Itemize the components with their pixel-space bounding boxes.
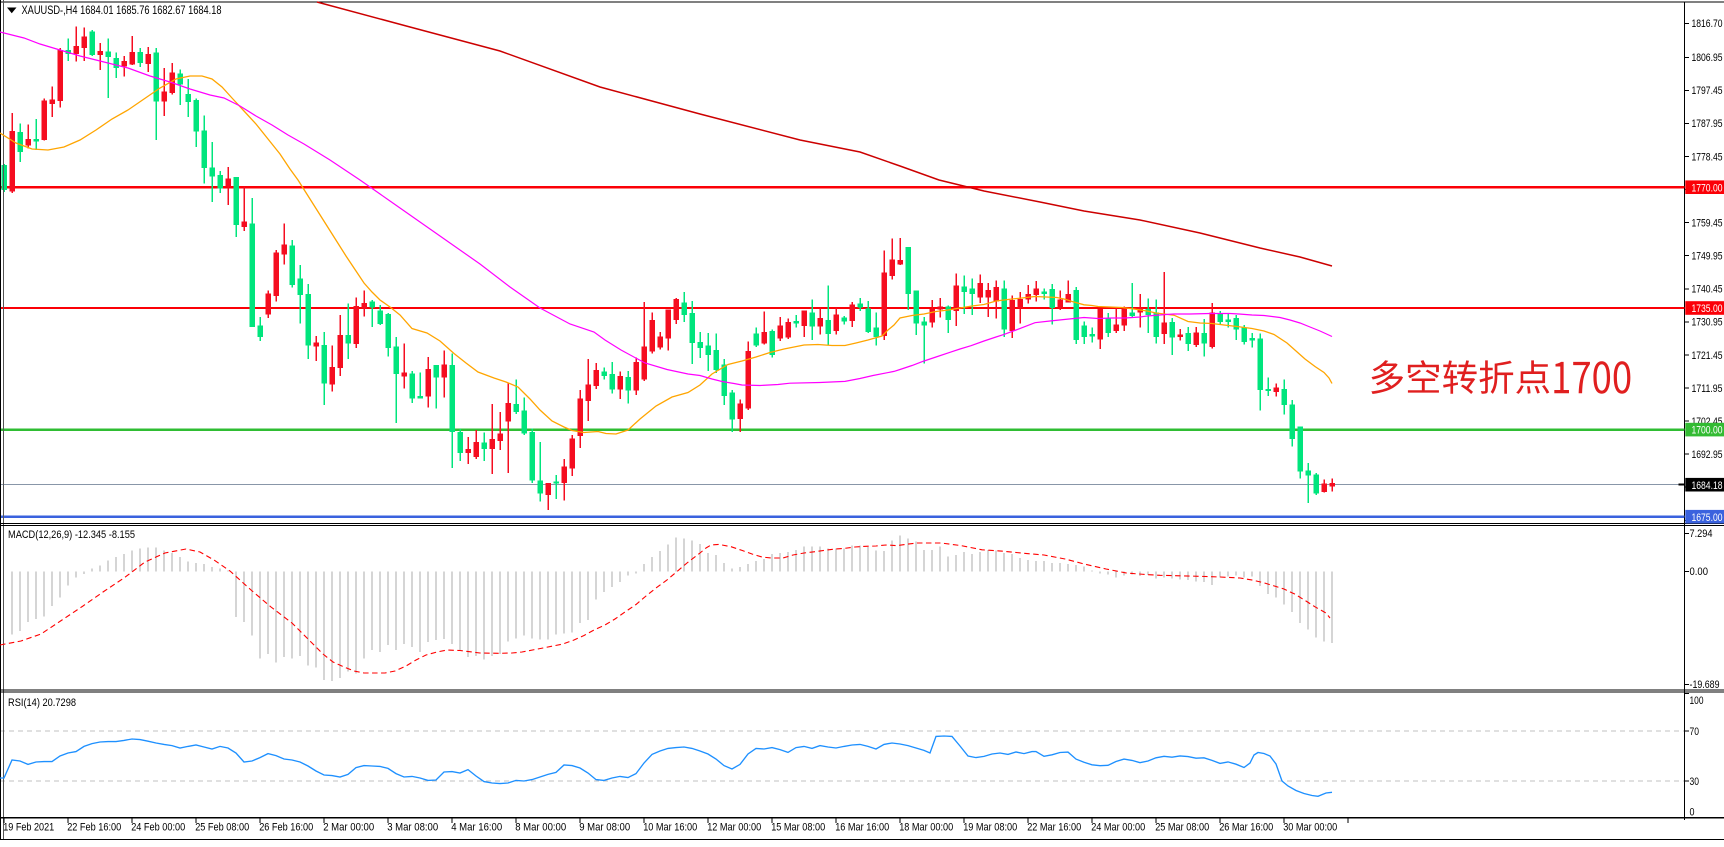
svg-text:1749.95: 1749.95 [1692,251,1723,263]
svg-text:1787.95: 1787.95 [1692,118,1723,130]
svg-text:3 Mar 08:00: 3 Mar 08:00 [387,822,438,834]
svg-text:100: 100 [1690,695,1704,707]
svg-text:70: 70 [1690,726,1700,738]
svg-text:1806.95: 1806.95 [1692,52,1723,64]
svg-text:18 Mar 00:00: 18 Mar 00:00 [899,822,953,834]
svg-text:10 Mar 16:00: 10 Mar 16:00 [643,822,697,834]
svg-text:1711.95: 1711.95 [1692,383,1723,395]
svg-text:0.00: 0.00 [1690,566,1709,578]
svg-text:12 Mar 00:00: 12 Mar 00:00 [707,822,761,834]
svg-text:1684.18: 1684.18 [1692,480,1723,492]
svg-text:7.294: 7.294 [1690,528,1713,540]
svg-text:24 Feb 00:00: 24 Feb 00:00 [131,822,185,834]
svg-text:1735.00: 1735.00 [1692,303,1723,315]
svg-text:8 Mar 00:00: 8 Mar 00:00 [515,822,566,834]
svg-text:-19.689: -19.689 [1690,679,1720,691]
svg-text:24 Mar 00:00: 24 Mar 00:00 [1091,822,1145,834]
svg-text:9 Mar 08:00: 9 Mar 08:00 [579,822,630,834]
svg-text:4 Mar 16:00: 4 Mar 16:00 [451,822,502,834]
svg-text:1700.00: 1700.00 [1692,425,1723,437]
svg-text:1740.45: 1740.45 [1692,284,1723,296]
svg-text:15 Mar 08:00: 15 Mar 08:00 [771,822,825,834]
svg-text:2 Mar 00:00: 2 Mar 00:00 [323,822,374,834]
svg-text:1692.95: 1692.95 [1692,449,1723,461]
svg-text:26 Mar 16:00: 26 Mar 16:00 [1219,822,1273,834]
svg-text:MACD(12,26,9) -12.345 -8.155: MACD(12,26,9) -12.345 -8.155 [8,529,135,541]
svg-text:1797.45: 1797.45 [1692,85,1723,97]
svg-text:1730.95: 1730.95 [1692,317,1723,329]
svg-text:RSI(14) 20.7298: RSI(14) 20.7298 [8,697,76,709]
svg-text:1770.00: 1770.00 [1692,182,1723,194]
svg-text:19 Mar 08:00: 19 Mar 08:00 [963,822,1017,834]
svg-text:1721.45: 1721.45 [1692,350,1723,362]
svg-text:30 Mar 00:00: 30 Mar 00:00 [1283,822,1337,834]
svg-text:XAUUSD-,H4 1684.01 1685.76 16: XAUUSD-,H4 1684.01 1685.76 1682.67 1684.… [22,5,222,17]
svg-text:26 Feb 16:00: 26 Feb 16:00 [259,822,313,834]
svg-text:1778.45: 1778.45 [1692,151,1723,163]
svg-text:22 Feb 16:00: 22 Feb 16:00 [67,822,121,834]
svg-text:25 Feb 08:00: 25 Feb 08:00 [195,822,249,834]
svg-text:19 Feb 2021: 19 Feb 2021 [3,822,54,834]
svg-text:1759.45: 1759.45 [1692,218,1723,230]
svg-text:0: 0 [1690,807,1695,819]
svg-text:25 Mar 08:00: 25 Mar 08:00 [1155,822,1209,834]
svg-text:22 Mar 16:00: 22 Mar 16:00 [1027,822,1081,834]
svg-text:16 Mar 16:00: 16 Mar 16:00 [835,822,889,834]
svg-text:1816.70: 1816.70 [1692,18,1723,30]
svg-text:30: 30 [1690,776,1700,788]
svg-text:1675.00: 1675.00 [1692,512,1723,524]
